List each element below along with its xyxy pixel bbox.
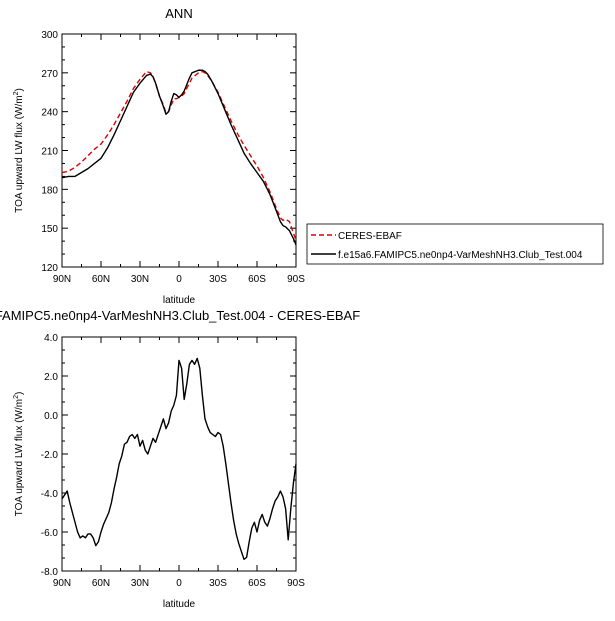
- panel2-series-group: [61, 357, 297, 560]
- panel1-y-ticks: 120 150 180 210 240 270 300: [41, 30, 296, 274]
- y-tick-label: -6.0: [41, 528, 59, 539]
- y-tick-label: 0.0: [44, 411, 58, 422]
- panel1-x-ticks: 90N 60N 30N 0 30S 60S 90S: [53, 34, 305, 285]
- x-tick-label: 30N: [131, 274, 149, 285]
- x-tick-label: 30N: [131, 578, 149, 589]
- x-tick-label: 90N: [53, 578, 71, 589]
- x-tick-label: 90S: [287, 578, 305, 589]
- y-tick-label: 4.0: [44, 333, 58, 344]
- panel1-plot-frame: [61, 33, 297, 268]
- y-tick-label: -8.0: [41, 567, 59, 578]
- y-tick-label: 150: [41, 224, 58, 235]
- legend-label-1: f.e15a6.FAMIPC5.ne0np4-VarMeshNH3.Club_T…: [338, 250, 583, 261]
- y-tick-label: 180: [41, 185, 58, 196]
- panel1-y-axis-label-sup: 2: [13, 91, 20, 95]
- series-line-1: [61, 69, 297, 246]
- panel2-y-ticks: -8.0 -6.0 -4.0 -2.0 0.0 2.0 4.0: [41, 333, 296, 578]
- y-tick-label: -4.0: [41, 489, 59, 500]
- p1-axes-box: [61, 33, 297, 268]
- y-tick-label: 300: [41, 30, 58, 41]
- series-line-0: [61, 357, 297, 560]
- y-tick-label: 240: [41, 108, 58, 119]
- x-tick-label: 90N: [53, 274, 71, 285]
- x-tick-label: 60N: [92, 578, 110, 589]
- x-tick-label: 60S: [248, 578, 266, 589]
- y-tick-label: -2.0: [41, 450, 59, 461]
- panel1-y-axis-label: TOA upward LW flux (W/m2): [13, 88, 25, 213]
- panel1-x-axis-label: latitude: [163, 295, 196, 306]
- x-tick-label: 90S: [287, 274, 305, 285]
- series-line-0: [61, 70, 297, 241]
- x-tick-label: 30S: [209, 274, 227, 285]
- panel1-series-group: [61, 69, 297, 246]
- legend-box: [306, 223, 604, 265]
- y-tick-label: 270: [41, 69, 58, 80]
- panel1-y-axis-label-main: TOA upward LW flux (W/m: [14, 95, 25, 212]
- panel2-y-axis-label: TOA upward LW flux (W/m2): [13, 392, 25, 517]
- y-tick-label: 120: [41, 263, 58, 274]
- p2-axes-box: [61, 336, 297, 572]
- legend-label-0: CERES-EBAF: [338, 231, 402, 242]
- y-tick-label: 210: [41, 147, 58, 158]
- panel2-x-axis-label: latitude: [163, 599, 196, 610]
- panel2-title: f.e15a6.FAMIPC5.ne0np4-VarMeshNH3.Club_T…: [0, 308, 360, 323]
- legend: CERES-EBAF f.e15a6.FAMIPC5.ne0np4-VarMesh…: [306, 223, 604, 265]
- panel2-y-axis-label-main: TOA upward LW flux (W/m: [14, 399, 25, 516]
- x-tick-label: 30S: [209, 578, 227, 589]
- x-tick-label: 60S: [248, 274, 266, 285]
- x-tick-label: 0: [176, 274, 182, 285]
- panel2-y-axis-label-sup: 2: [13, 395, 20, 399]
- panel2-x-ticks: 90N 60N 30N 0 30S 60S 90S: [53, 337, 305, 589]
- y-tick-label: 2.0: [44, 372, 58, 383]
- panel1-title: ANN: [165, 6, 192, 21]
- x-tick-label: 0: [176, 578, 182, 589]
- panel1-y-axis-label-end: ): [14, 88, 25, 91]
- x-tick-label: 60N: [92, 274, 110, 285]
- panel2-y-axis-label-end: ): [14, 392, 25, 395]
- panel2-plot-frame: [61, 336, 297, 572]
